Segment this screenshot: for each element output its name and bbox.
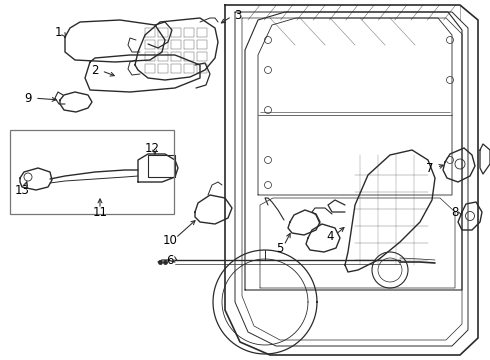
Text: 3: 3 xyxy=(234,9,242,22)
Text: 8: 8 xyxy=(451,206,459,219)
Text: 2: 2 xyxy=(91,63,99,77)
Text: 11: 11 xyxy=(93,206,107,219)
Text: 12: 12 xyxy=(145,141,160,154)
Text: 10: 10 xyxy=(163,234,177,247)
Text: 6: 6 xyxy=(166,253,174,266)
Bar xyxy=(10,130,174,214)
Text: 4: 4 xyxy=(326,230,334,243)
Text: 5: 5 xyxy=(276,242,284,255)
Text: 1: 1 xyxy=(54,26,62,39)
Text: 13: 13 xyxy=(15,184,29,197)
Text: 7: 7 xyxy=(426,162,434,175)
Text: 9: 9 xyxy=(24,91,32,104)
